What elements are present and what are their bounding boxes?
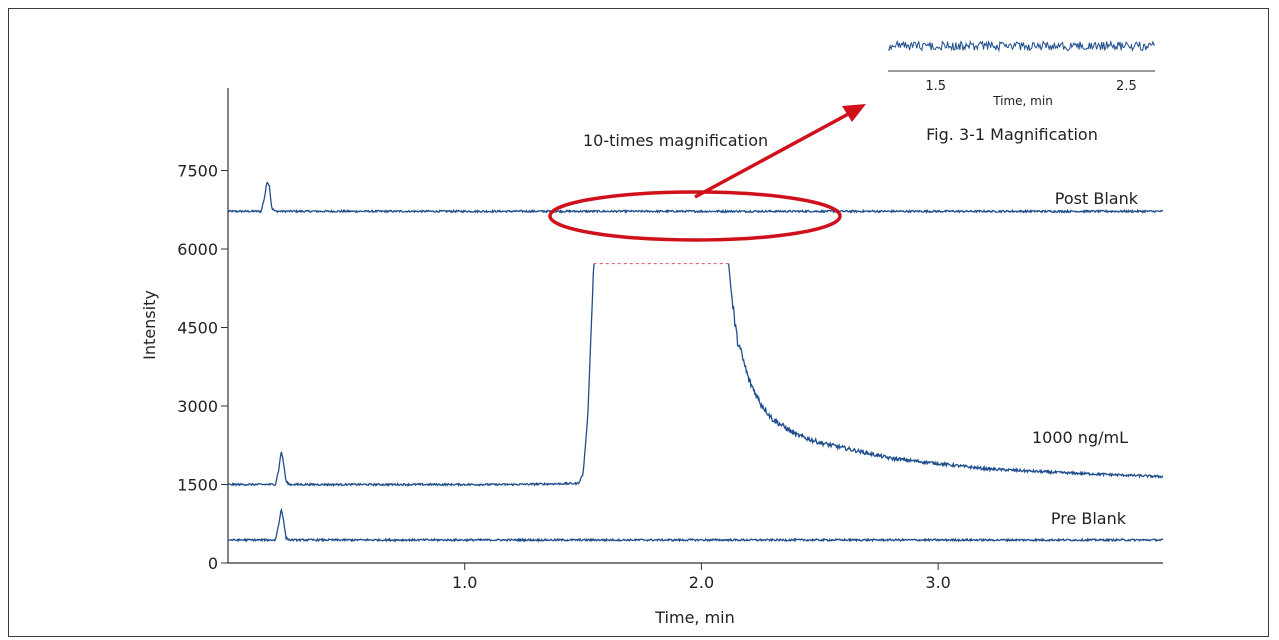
series-label-post-blank: Post Blank — [1055, 189, 1139, 208]
x-axis-label: Time, min — [654, 608, 735, 627]
y-tick-label: 6000 — [177, 240, 218, 259]
inset-x-label: Time, min — [992, 94, 1053, 108]
inset-magnification: 1.5 2.5 Time, min Fig. 3-1 Magnification — [887, 39, 1156, 144]
series-label-1000-ng-ml: 1000 ng/mL — [1032, 428, 1128, 447]
annotation-arrow — [694, 110, 853, 199]
y-tick-label: 1500 — [177, 476, 218, 495]
x-tick-label: 1.0 — [452, 573, 477, 592]
annotation-arrowhead — [842, 104, 866, 122]
y-tick-label: 7500 — [177, 162, 218, 181]
inset-caption: Fig. 3-1 Magnification — [926, 125, 1098, 144]
y-tick-label: 4500 — [177, 319, 218, 338]
series-line-2 — [227, 507, 1164, 543]
highlight-ellipse — [548, 190, 842, 242]
y-tick-label: 0 — [208, 554, 218, 573]
series-label-pre-blank: Pre Blank — [1051, 509, 1127, 528]
figure-frame — [8, 8, 1269, 637]
annotation-text: 10-times magnification — [583, 131, 768, 150]
series-line-1 — [227, 263, 1163, 487]
x-tick-label: 3.0 — [925, 573, 950, 592]
y-tick-label: 3000 — [177, 397, 218, 416]
inset-x-tick-label: 2.5 — [1116, 79, 1137, 94]
inset-x-tick-label: 1.5 — [925, 79, 946, 94]
inset-trace — [887, 39, 1156, 53]
y-axis-label: Intensity — [140, 290, 159, 360]
x-tick-label: 2.0 — [689, 573, 714, 592]
series-line-0 — [227, 181, 1163, 215]
